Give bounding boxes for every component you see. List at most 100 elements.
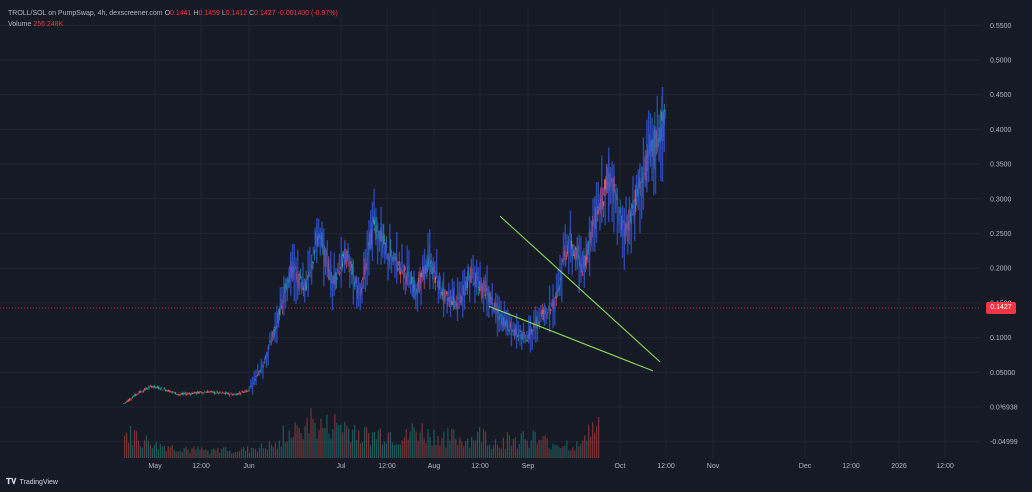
volume-bar <box>574 450 576 458</box>
tradingview-brand[interactable]: 𝐓𝐕 TradingView <box>6 477 58 487</box>
volume-bar <box>177 451 179 458</box>
volume-bar <box>568 450 570 458</box>
symbol-label[interactable]: TROLL/SOL on PumpSwap, 4h, dexscreener.c… <box>8 10 163 17</box>
candle-body <box>173 391 175 393</box>
volume-bar <box>584 435 586 458</box>
candle-body <box>634 189 637 212</box>
volume-bar <box>296 425 298 458</box>
candle-body <box>541 310 544 318</box>
time-axis[interactable]: May 12:00 Jun Jul 12:00 Aug 12:00 Sep Oct 12:00 No… <box>148 463 953 470</box>
candle-body <box>128 398 131 401</box>
volume-bar <box>336 422 338 458</box>
volume-bar <box>500 448 503 458</box>
volume-bar <box>494 439 497 458</box>
candle-body <box>526 339 528 342</box>
volume-bar <box>437 435 439 458</box>
volume-bar <box>542 436 544 458</box>
volume-bar <box>467 438 469 458</box>
candle-body <box>477 286 480 288</box>
volume-bar <box>598 416 600 458</box>
candle-body <box>178 394 181 396</box>
candle-body <box>224 392 227 394</box>
volume-bar <box>185 447 187 458</box>
volume-bar <box>536 443 538 458</box>
volume-bar <box>352 429 354 458</box>
volume-bar <box>209 454 211 458</box>
candle-body <box>213 391 216 394</box>
volume-bar <box>262 448 265 458</box>
volume-bar <box>139 446 142 458</box>
time-tick-label: Nov <box>707 463 720 470</box>
volume-bar <box>516 448 518 458</box>
volume-bar <box>133 430 136 458</box>
candle-body <box>246 390 249 392</box>
volume-bar <box>576 441 578 458</box>
candle-body <box>127 399 129 402</box>
volume-bar <box>443 431 445 458</box>
volume-bar <box>125 432 128 458</box>
trendline-upper[interactable] <box>499 215 661 363</box>
candle-body <box>305 279 307 291</box>
volume-bar <box>254 449 257 458</box>
volume-bar <box>594 432 596 458</box>
volume-bar <box>365 427 368 458</box>
volume-bar <box>471 436 473 458</box>
volume-bar <box>171 445 173 458</box>
volume-bar <box>326 414 328 458</box>
time-tick-label: May <box>148 463 162 470</box>
candle-body <box>145 388 148 390</box>
volume-bar <box>280 446 282 458</box>
candle-body <box>167 389 170 392</box>
volume-bar <box>217 447 219 458</box>
candle-body <box>238 392 241 394</box>
tradingview-logo-icon: 𝐓𝐕 <box>6 477 17 486</box>
volume-bar <box>453 429 455 458</box>
volume-bar <box>558 446 560 458</box>
trendline-lower[interactable] <box>488 305 654 372</box>
volume-bar <box>274 442 276 458</box>
candle-body <box>170 391 173 393</box>
volume-bar <box>435 445 437 458</box>
volume-bar <box>334 414 336 458</box>
candle-body <box>217 392 220 394</box>
volume-bar <box>131 445 134 458</box>
volume-bar <box>320 418 322 458</box>
volume-bar <box>229 450 231 458</box>
volume-bar <box>492 445 495 458</box>
candle-body <box>234 394 236 395</box>
volume-bar <box>227 451 229 458</box>
volume-bar <box>300 433 302 458</box>
volume-bar <box>246 446 249 458</box>
time-tick-label: Sep <box>522 463 535 470</box>
time-tick-label: Aug <box>428 463 441 470</box>
price-axis[interactable]: 0.5500 0.5000 0.4500 0.4000 0.3500 0.3000 0.25… <box>990 23 1018 446</box>
candle-body <box>181 392 184 395</box>
low-label: L <box>221 10 226 17</box>
volume-bar <box>524 439 526 458</box>
volume-bar <box>538 440 540 458</box>
volume-bar <box>189 452 191 458</box>
candle-body <box>205 392 207 393</box>
volume-bar <box>278 440 280 458</box>
candle-body <box>216 391 218 393</box>
volume-bar <box>526 440 528 458</box>
candle-body <box>199 391 202 393</box>
volume-bar <box>578 446 580 458</box>
volume-bar <box>231 453 233 458</box>
time-tick-label: Oct <box>615 463 626 470</box>
volume-bar <box>532 430 534 458</box>
candle-body <box>174 391 177 395</box>
volume-bar <box>498 447 501 458</box>
volume-bar <box>129 425 132 458</box>
candle-body <box>142 390 145 392</box>
volume-bar <box>481 442 483 458</box>
volume-bar <box>155 441 157 458</box>
candle-body <box>209 391 211 393</box>
candle-body <box>226 392 228 394</box>
volume-bar <box>207 450 209 458</box>
volume-bar <box>508 435 510 458</box>
candle-body <box>203 391 206 393</box>
volume-bar <box>367 433 370 458</box>
volume-bar <box>205 449 207 458</box>
